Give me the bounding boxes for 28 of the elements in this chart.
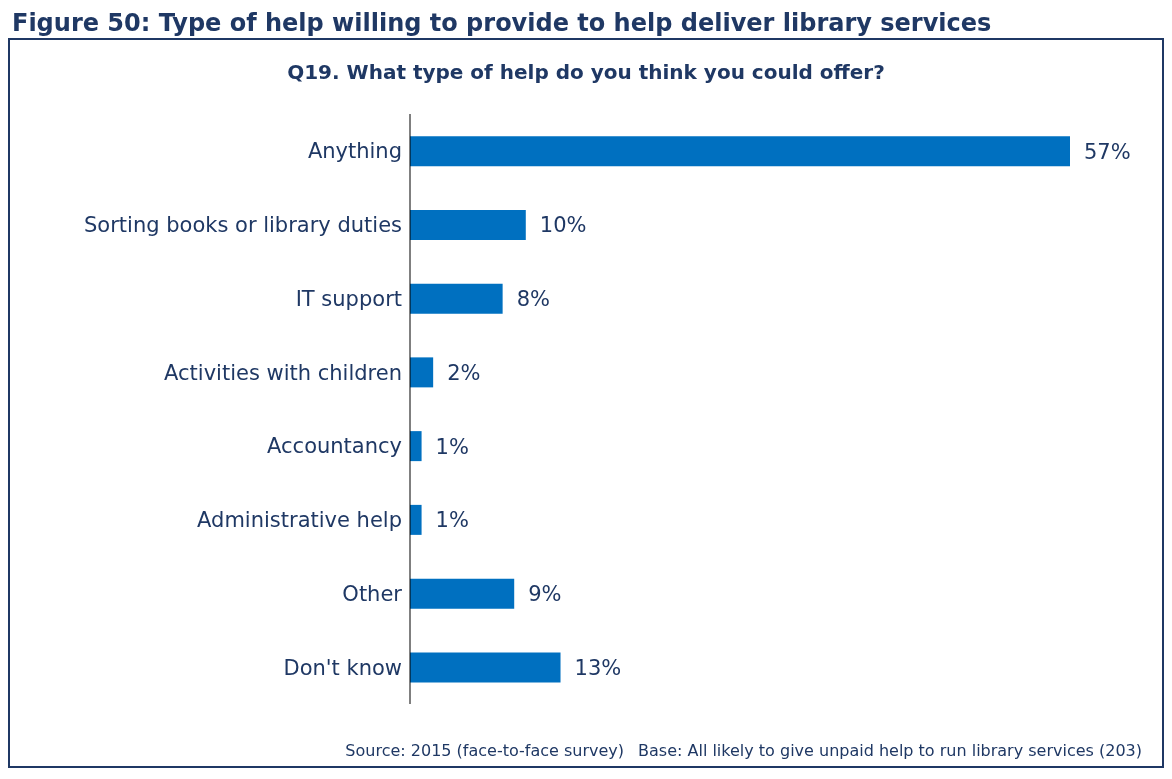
data-label: 8% xyxy=(516,287,550,312)
bar xyxy=(410,209,526,240)
bar xyxy=(410,504,422,535)
y-tick-label: Don't know xyxy=(283,655,402,680)
bar xyxy=(410,357,434,388)
bar xyxy=(410,283,503,314)
chart-subtitle: Q19. What type of help do you think you could offer? xyxy=(286,60,886,84)
data-label: 57% xyxy=(1084,139,1131,164)
text: Base: All likely to give unpaid help to run library services (203) xyxy=(638,741,1142,760)
bar xyxy=(410,652,561,683)
source-note: Source: 2015 (face-to-face survey) xyxy=(345,741,625,760)
chart-title: Figure 50: Type of help willing to provide to help deliver library services xyxy=(11,8,993,38)
bar xyxy=(410,578,515,609)
y-tick-label: Anything xyxy=(307,139,402,164)
y-tick-label: Activities with children xyxy=(164,360,402,385)
data-label: 1% xyxy=(435,508,469,533)
data-label: 13% xyxy=(574,655,622,680)
y-tick-label: Administrative help xyxy=(197,508,402,533)
data-label: 1% xyxy=(435,434,469,459)
y-tick-label: Accountancy xyxy=(267,434,402,459)
data-label: 2% xyxy=(447,360,481,385)
data-label: 9% xyxy=(528,582,562,607)
y-tick-label: Sorting books or library duties xyxy=(84,213,402,238)
data-label: 10% xyxy=(539,213,587,238)
y-tick-label: Other xyxy=(342,581,403,606)
bar xyxy=(410,431,422,462)
bar xyxy=(410,136,1070,167)
y-tick-label: IT support xyxy=(295,286,402,311)
